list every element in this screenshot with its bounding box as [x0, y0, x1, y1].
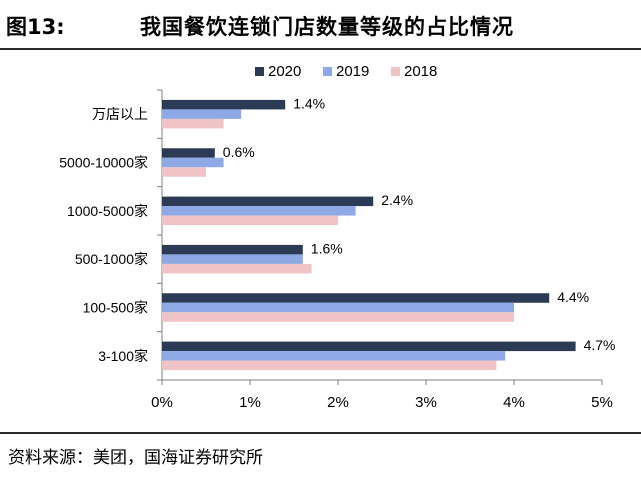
footer: 资料来源：美团，国海证券研究所 — [0, 432, 641, 477]
bar-2018 — [162, 118, 224, 129]
bar-2019 — [162, 206, 356, 216]
bar-chart: 2020 2019 2018 0% 1% 2% 3% 4% 5% 万店以上 1.4% 5000-100… — [59, 63, 616, 411]
bar-2018 — [162, 215, 338, 226]
bar-2020 — [162, 148, 215, 158]
bar-2020 — [162, 341, 576, 352]
bar-2019 — [162, 351, 506, 361]
bar-2019 — [162, 254, 303, 264]
bar-2018 — [162, 360, 497, 371]
bar-2020 — [162, 293, 550, 303]
x-tick-label: 2% — [327, 394, 349, 411]
bar-2018 — [162, 312, 514, 322]
legend-swatch-2020 — [255, 67, 264, 76]
bar-2020 — [162, 99, 286, 110]
category-label: 5000-10000家 — [59, 155, 148, 171]
x-tick-label: 1% — [239, 394, 261, 411]
bar-2019 — [162, 109, 242, 119]
data-label: 4.7% — [584, 337, 616, 353]
data-label: 1.6% — [311, 240, 343, 256]
category-label: 500-1000家 — [75, 251, 148, 267]
bar-2020 — [162, 196, 374, 207]
figure-number: 图13: — [6, 15, 65, 39]
title-bar: 图13: 我国餐饮连锁门店数量等级的占比情况 — [0, 0, 641, 50]
x-tick-label: 3% — [415, 394, 437, 411]
chart-title: 我国餐饮连锁门店数量等级的占比情况 — [140, 15, 514, 39]
category-label: 100-500家 — [83, 300, 148, 316]
legend-swatch-2018 — [391, 67, 400, 76]
data-label: 1.4% — [293, 95, 325, 111]
category-label: 1000-5000家 — [67, 203, 148, 219]
category-label: 3-100家 — [98, 348, 148, 364]
legend-label-2020: 2020 — [268, 63, 301, 80]
legend-swatch-2019 — [323, 67, 332, 76]
bar-2018 — [162, 263, 312, 274]
x-tick-label: 4% — [503, 394, 525, 411]
x-tick-label: 0% — [151, 394, 173, 411]
category-label: 万店以上 — [92, 106, 148, 122]
data-label: 0.6% — [223, 144, 255, 160]
bar-2019 — [162, 157, 224, 168]
chart-area: 2020 2019 2018 0% 1% 2% 3% 4% 5% 万店以上 1.4% 5000-100… — [0, 50, 641, 430]
x-tick-label: 5% — [591, 394, 613, 411]
data-label: 2.4% — [381, 192, 413, 208]
legend-label-2018: 2018 — [404, 63, 437, 80]
bar-2019 — [162, 302, 514, 313]
bar-2020 — [162, 244, 303, 255]
source-note: 资料来源：美团，国海证券研究所 — [8, 448, 263, 468]
data-label: 4.4% — [557, 289, 589, 305]
bar-2018 — [162, 167, 206, 177]
legend-label-2019: 2019 — [336, 63, 369, 80]
